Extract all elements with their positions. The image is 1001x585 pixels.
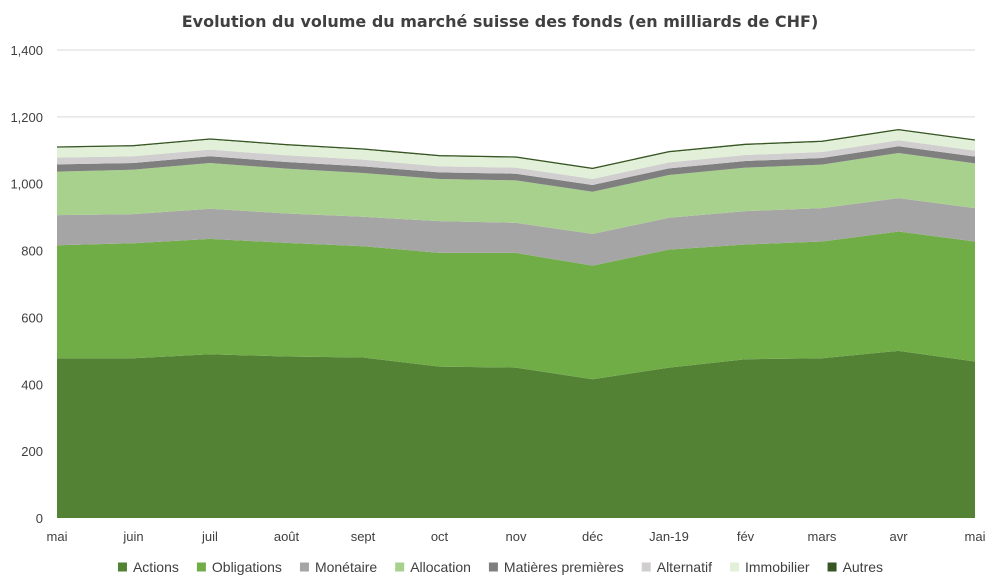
legend-item: Allocation	[395, 559, 471, 575]
y-tick-label: 400	[21, 377, 43, 392]
x-tick-label: nov	[506, 529, 527, 544]
x-tick-label: fév	[737, 529, 755, 544]
legend-item: Autres	[827, 559, 883, 575]
legend-item: Matières premières	[488, 559, 624, 575]
legend-swatch	[729, 562, 739, 572]
y-tick-label: 800	[21, 244, 43, 259]
legend-label: Allocation	[410, 559, 471, 575]
x-tick-label: déc	[582, 529, 603, 544]
legend-label: Alternatif	[657, 559, 712, 575]
legend-swatch	[641, 562, 651, 572]
top-line	[56, 128, 976, 169]
x-tick-label: avr	[889, 529, 908, 544]
chart-title: Evolution du volume du marché suisse des…	[182, 12, 819, 31]
area-allocation	[57, 152, 975, 234]
x-tick-label: sept	[351, 529, 376, 544]
legend-label: Monétaire	[315, 559, 377, 575]
x-tick-label: mai	[965, 529, 986, 544]
x-tick-label: mars	[808, 529, 837, 544]
legend-label: Immobilier	[745, 559, 810, 575]
area-actions	[57, 350, 975, 518]
x-tick-label: Jan-19	[649, 529, 689, 544]
x-tick-label: août	[274, 529, 300, 544]
area-series	[57, 129, 975, 518]
legend-swatch	[196, 562, 206, 572]
area-obligations	[57, 231, 975, 380]
legend-item: Immobilier	[729, 559, 810, 575]
legend-swatch	[117, 562, 127, 572]
area-mati-res-premi-res	[57, 146, 975, 192]
y-tick-label: 200	[21, 444, 43, 459]
legend-label: Autres	[843, 559, 883, 575]
legend-swatch	[299, 562, 309, 572]
y-tick-label: 1,200	[10, 110, 43, 125]
legend-swatch	[488, 562, 498, 572]
y-tick-label: 0	[36, 511, 43, 526]
legend-item: Actions	[117, 559, 179, 575]
legend-item: Alternatif	[641, 559, 712, 575]
legend-item: Monétaire	[299, 559, 377, 575]
y-tick-label: 600	[21, 310, 43, 325]
x-tick-label: juin	[122, 529, 143, 544]
y-tick-label: 1,000	[10, 177, 43, 192]
area-mon-taire	[57, 198, 975, 266]
y-tick-label: 1,400	[10, 43, 43, 58]
x-tick-label: juil	[201, 529, 218, 544]
area-immobilier	[57, 130, 975, 180]
total-outline	[56, 128, 976, 169]
x-tick-label: oct	[431, 529, 449, 544]
legend-item: Obligations	[196, 559, 282, 575]
x-axis-ticks: mai juin juil août sept oct nov déc Jan-19 fév mar…	[47, 529, 986, 544]
area-alternatif	[57, 140, 975, 186]
legend-label: Matières premières	[504, 559, 624, 575]
y-axis-ticks: 0 200 400 600 800 1,000 1,200 1,400	[10, 43, 43, 526]
x-tick-label: mai	[47, 529, 68, 544]
legend-swatch	[827, 562, 837, 572]
legend: Actions Obligations Monétaire Allocation Mat…	[117, 559, 883, 575]
legend-label: Obligations	[212, 559, 282, 575]
legend-label: Actions	[133, 559, 179, 575]
legend-swatch	[395, 562, 405, 572]
